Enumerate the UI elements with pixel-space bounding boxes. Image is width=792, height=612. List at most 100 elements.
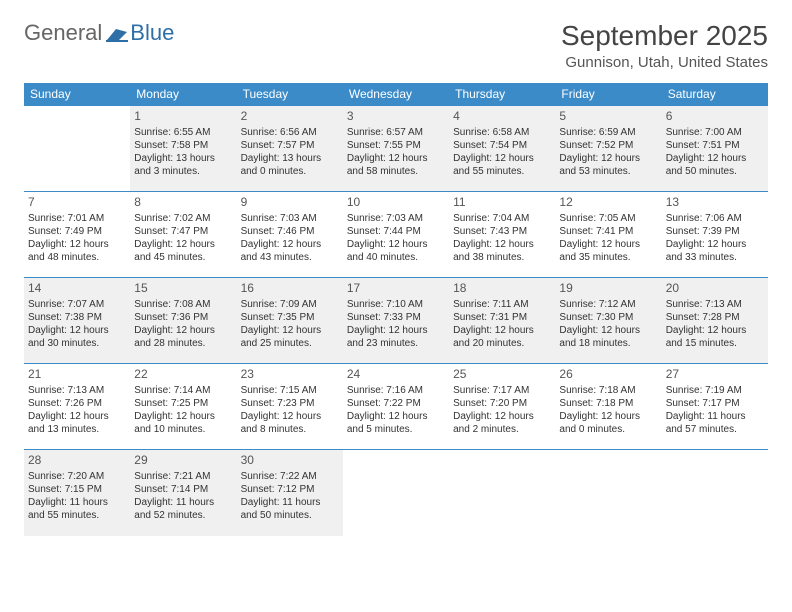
calendar-row: 21Sunrise: 7:13 AMSunset: 7:26 PMDayligh… bbox=[24, 364, 768, 450]
sunrise-line: Sunrise: 7:01 AM bbox=[28, 212, 126, 225]
sunset-line: Sunset: 7:46 PM bbox=[241, 225, 339, 238]
daylight-line: Daylight: 12 hours and 58 minutes. bbox=[347, 152, 445, 178]
calendar-cell: 9Sunrise: 7:03 AMSunset: 7:46 PMDaylight… bbox=[237, 192, 343, 278]
sunrise-line: Sunrise: 6:58 AM bbox=[453, 126, 551, 139]
sunset-line: Sunset: 7:23 PM bbox=[241, 397, 339, 410]
calendar-cell: 4Sunrise: 6:58 AMSunset: 7:54 PMDaylight… bbox=[449, 106, 555, 192]
day-number: 4 bbox=[453, 109, 551, 125]
sunset-line: Sunset: 7:30 PM bbox=[559, 311, 657, 324]
sunrise-line: Sunrise: 7:16 AM bbox=[347, 384, 445, 397]
daylight-line: Daylight: 12 hours and 23 minutes. bbox=[347, 324, 445, 350]
calendar-cell: 3Sunrise: 6:57 AMSunset: 7:55 PMDaylight… bbox=[343, 106, 449, 192]
calendar-cell: 19Sunrise: 7:12 AMSunset: 7:30 PMDayligh… bbox=[555, 278, 661, 364]
daylight-line: Daylight: 12 hours and 55 minutes. bbox=[453, 152, 551, 178]
sunset-line: Sunset: 7:38 PM bbox=[28, 311, 126, 324]
calendar-cell: 28Sunrise: 7:20 AMSunset: 7:15 PMDayligh… bbox=[24, 450, 130, 536]
daylight-line: Daylight: 12 hours and 40 minutes. bbox=[347, 238, 445, 264]
sunset-line: Sunset: 7:43 PM bbox=[453, 225, 551, 238]
day-number: 30 bbox=[241, 453, 339, 469]
calendar-cell: 1Sunrise: 6:55 AMSunset: 7:58 PMDaylight… bbox=[130, 106, 236, 192]
logo-text-general: General bbox=[24, 20, 102, 46]
sunset-line: Sunset: 7:20 PM bbox=[453, 397, 551, 410]
calendar-cell: 18Sunrise: 7:11 AMSunset: 7:31 PMDayligh… bbox=[449, 278, 555, 364]
sunrise-line: Sunrise: 7:15 AM bbox=[241, 384, 339, 397]
day-number: 29 bbox=[134, 453, 232, 469]
daylight-line: Daylight: 12 hours and 0 minutes. bbox=[559, 410, 657, 436]
day-header: Sunday bbox=[24, 83, 130, 106]
sunrise-line: Sunrise: 7:17 AM bbox=[453, 384, 551, 397]
sunset-line: Sunset: 7:25 PM bbox=[134, 397, 232, 410]
day-number: 25 bbox=[453, 367, 551, 383]
sunrise-line: Sunrise: 7:20 AM bbox=[28, 470, 126, 483]
sunrise-line: Sunrise: 7:02 AM bbox=[134, 212, 232, 225]
day-header: Saturday bbox=[662, 83, 768, 106]
day-header: Tuesday bbox=[237, 83, 343, 106]
calendar-cell: 26Sunrise: 7:18 AMSunset: 7:18 PMDayligh… bbox=[555, 364, 661, 450]
daylight-line: Daylight: 12 hours and 5 minutes. bbox=[347, 410, 445, 436]
day-number: 6 bbox=[666, 109, 764, 125]
sunset-line: Sunset: 7:33 PM bbox=[347, 311, 445, 324]
daylight-line: Daylight: 11 hours and 57 minutes. bbox=[666, 410, 764, 436]
daylight-line: Daylight: 11 hours and 50 minutes. bbox=[241, 496, 339, 522]
day-number: 14 bbox=[28, 281, 126, 297]
logo: General Blue bbox=[24, 20, 174, 46]
day-number: 20 bbox=[666, 281, 764, 297]
day-number: 1 bbox=[134, 109, 232, 125]
daylight-line: Daylight: 12 hours and 18 minutes. bbox=[559, 324, 657, 350]
sunset-line: Sunset: 7:26 PM bbox=[28, 397, 126, 410]
calendar-cell: 21Sunrise: 7:13 AMSunset: 7:26 PMDayligh… bbox=[24, 364, 130, 450]
daylight-line: Daylight: 12 hours and 20 minutes. bbox=[453, 324, 551, 350]
sunrise-line: Sunrise: 6:57 AM bbox=[347, 126, 445, 139]
calendar-cell: 15Sunrise: 7:08 AMSunset: 7:36 PMDayligh… bbox=[130, 278, 236, 364]
sunrise-line: Sunrise: 7:03 AM bbox=[241, 212, 339, 225]
calendar-cell: 8Sunrise: 7:02 AMSunset: 7:47 PMDaylight… bbox=[130, 192, 236, 278]
calendar-cell: 17Sunrise: 7:10 AMSunset: 7:33 PMDayligh… bbox=[343, 278, 449, 364]
sunrise-line: Sunrise: 7:22 AM bbox=[241, 470, 339, 483]
sunrise-line: Sunrise: 7:03 AM bbox=[347, 212, 445, 225]
calendar-cell: 7Sunrise: 7:01 AMSunset: 7:49 PMDaylight… bbox=[24, 192, 130, 278]
sunrise-line: Sunrise: 7:07 AM bbox=[28, 298, 126, 311]
sunset-line: Sunset: 7:55 PM bbox=[347, 139, 445, 152]
sunset-line: Sunset: 7:51 PM bbox=[666, 139, 764, 152]
sunrise-line: Sunrise: 7:19 AM bbox=[666, 384, 764, 397]
day-number: 28 bbox=[28, 453, 126, 469]
sunset-line: Sunset: 7:41 PM bbox=[559, 225, 657, 238]
calendar-cell: 22Sunrise: 7:14 AMSunset: 7:25 PMDayligh… bbox=[130, 364, 236, 450]
sunrise-line: Sunrise: 6:56 AM bbox=[241, 126, 339, 139]
sunset-line: Sunset: 7:15 PM bbox=[28, 483, 126, 496]
sunrise-line: Sunrise: 6:55 AM bbox=[134, 126, 232, 139]
sunrise-line: Sunrise: 6:59 AM bbox=[559, 126, 657, 139]
sunset-line: Sunset: 7:47 PM bbox=[134, 225, 232, 238]
daylight-line: Daylight: 12 hours and 33 minutes. bbox=[666, 238, 764, 264]
calendar-cell: 27Sunrise: 7:19 AMSunset: 7:17 PMDayligh… bbox=[662, 364, 768, 450]
sunset-line: Sunset: 7:17 PM bbox=[666, 397, 764, 410]
sunrise-line: Sunrise: 7:13 AM bbox=[28, 384, 126, 397]
day-header: Wednesday bbox=[343, 83, 449, 106]
calendar-cell: 16Sunrise: 7:09 AMSunset: 7:35 PMDayligh… bbox=[237, 278, 343, 364]
sunrise-line: Sunrise: 7:21 AM bbox=[134, 470, 232, 483]
day-header: Thursday bbox=[449, 83, 555, 106]
daylight-line: Daylight: 12 hours and 53 minutes. bbox=[559, 152, 657, 178]
day-number: 17 bbox=[347, 281, 445, 297]
sunrise-line: Sunrise: 7:06 AM bbox=[666, 212, 764, 225]
daylight-line: Daylight: 12 hours and 35 minutes. bbox=[559, 238, 657, 264]
day-number: 9 bbox=[241, 195, 339, 211]
calendar-cell bbox=[555, 450, 661, 536]
calendar-cell bbox=[343, 450, 449, 536]
daylight-line: Daylight: 12 hours and 13 minutes. bbox=[28, 410, 126, 436]
sunrise-line: Sunrise: 7:14 AM bbox=[134, 384, 232, 397]
calendar-cell: 14Sunrise: 7:07 AMSunset: 7:38 PMDayligh… bbox=[24, 278, 130, 364]
daylight-line: Daylight: 12 hours and 30 minutes. bbox=[28, 324, 126, 350]
day-number: 7 bbox=[28, 195, 126, 211]
sunset-line: Sunset: 7:35 PM bbox=[241, 311, 339, 324]
day-number: 5 bbox=[559, 109, 657, 125]
daylight-line: Daylight: 12 hours and 28 minutes. bbox=[134, 324, 232, 350]
sunset-line: Sunset: 7:57 PM bbox=[241, 139, 339, 152]
calendar-cell: 6Sunrise: 7:00 AMSunset: 7:51 PMDaylight… bbox=[662, 106, 768, 192]
day-number: 24 bbox=[347, 367, 445, 383]
sunset-line: Sunset: 7:28 PM bbox=[666, 311, 764, 324]
sunrise-line: Sunrise: 7:12 AM bbox=[559, 298, 657, 311]
daylight-line: Daylight: 12 hours and 15 minutes. bbox=[666, 324, 764, 350]
day-number: 13 bbox=[666, 195, 764, 211]
sunrise-line: Sunrise: 7:09 AM bbox=[241, 298, 339, 311]
